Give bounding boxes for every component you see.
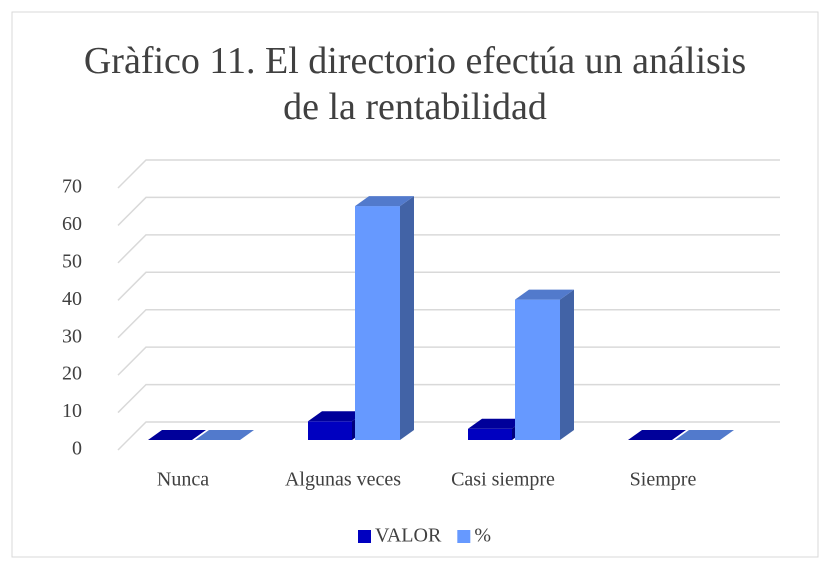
bar-top: [195, 430, 254, 440]
bar-top: [355, 196, 414, 207]
chart-border: [11, 11, 819, 558]
grid-line: [117, 196, 780, 226]
y-tick-label: 60: [62, 213, 82, 235]
y-tick-label: 30: [62, 325, 82, 347]
x-tick-label: Casi siempre: [451, 469, 555, 491]
y-tick-label: 10: [62, 400, 82, 422]
y-tick-label: 70: [62, 176, 82, 198]
bar-top: [675, 430, 734, 440]
bar: [468, 428, 512, 440]
grid-line: [117, 159, 780, 189]
grid-line: [117, 234, 780, 264]
bar: [515, 299, 560, 440]
y-tick-label: 50: [62, 250, 82, 272]
bar: [308, 421, 352, 440]
grid-line: [117, 271, 780, 301]
x-tick-label: Siempre: [630, 469, 697, 491]
x-tick-label: Nunca: [157, 469, 209, 491]
y-tick-label: 40: [62, 288, 82, 310]
x-tick-label: Algunas veces: [285, 469, 401, 491]
bar-top: [515, 289, 574, 300]
bar-side: [560, 289, 574, 440]
legend-label: %: [474, 525, 491, 547]
legend-swatch: [358, 530, 371, 543]
y-tick-label: 20: [62, 363, 82, 385]
legend-swatch: [457, 530, 471, 543]
bar-top: [628, 430, 686, 440]
bar-top: [468, 418, 526, 429]
bar-side: [400, 196, 414, 440]
legend-label: VALOR: [375, 525, 442, 547]
bar: [355, 206, 400, 440]
chart-title: Gràfico 11. El directorio efectúa un aná…: [83, 40, 747, 128]
bar-top: [308, 411, 366, 422]
y-tick-label: 0: [72, 438, 82, 460]
bar-top: [148, 430, 206, 440]
